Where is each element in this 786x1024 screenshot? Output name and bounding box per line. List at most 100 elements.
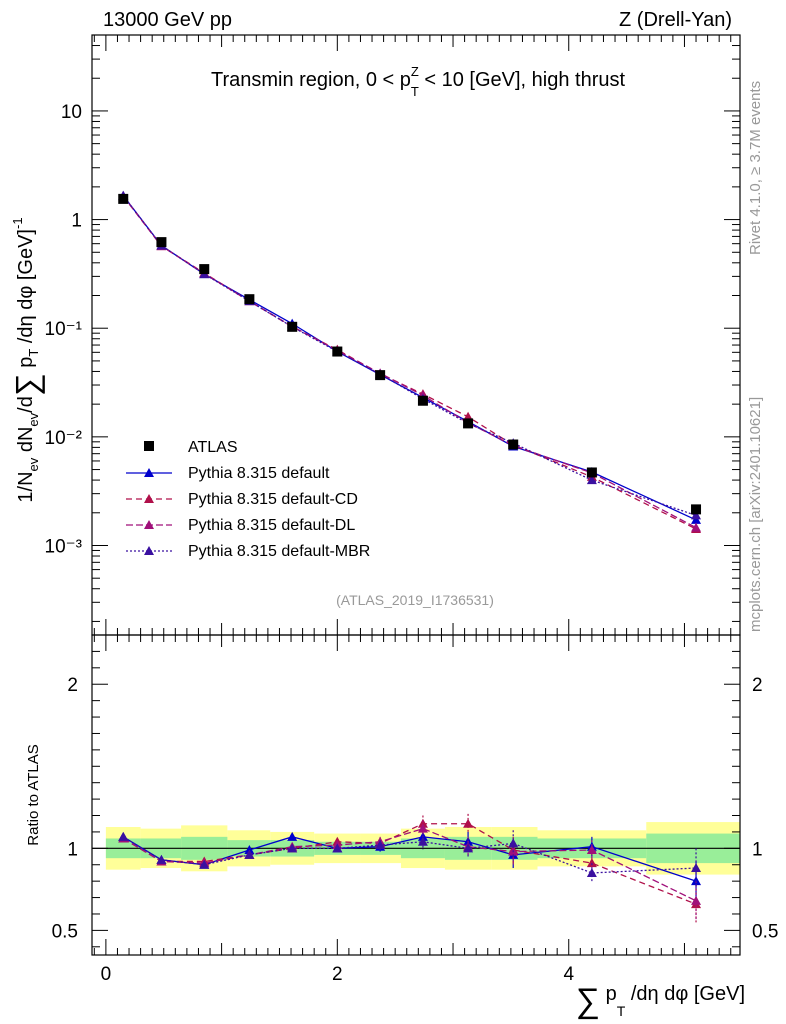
data-point (287, 321, 298, 332)
legend-label-3: Pythia 8.315 default-MBR (188, 543, 370, 560)
ratio-point-3 (118, 831, 129, 841)
ratio-plot-frame (91, 634, 741, 956)
legend-label-data: ATLAS (188, 439, 238, 456)
y-tick-label: 10 (61, 102, 82, 123)
main-plot-marks (118, 190, 702, 533)
ylabel-b-sub: ev (26, 412, 41, 426)
xlabel-sub: T (617, 1003, 626, 1019)
ratio-plot-ticks: 0 2 4 2 2 1 1 0.5 0.5 (52, 635, 778, 985)
ratio-point-3 (417, 836, 428, 846)
data-point (417, 395, 428, 406)
legend-marker-0 (144, 468, 154, 477)
mcplots-label: mcplots.cern.ch [arXiv:2401.10621] (747, 397, 764, 632)
ratio-point-2 (691, 895, 702, 905)
ratio-series-line-2 (122, 827, 697, 902)
title-rest: < 10 [GeV], high thrust (419, 69, 626, 91)
data-point (508, 439, 519, 450)
title-sup: Z (411, 64, 419, 79)
series-line-3 (122, 195, 697, 517)
ratio-point-3 (375, 840, 386, 850)
legend-label-0: Pythia 8.315 default (188, 465, 330, 482)
main-plot-ticks: 10 1 10⁻¹ 10⁻² 10⁻³ (45, 34, 740, 635)
x-tick-label: 0 (101, 964, 112, 985)
legend: ATLAS Pythia 8.315 default Pythia 8.315 de… (126, 439, 370, 560)
data-point (586, 467, 597, 478)
data-point (199, 264, 210, 275)
x-tick-label: 4 (563, 964, 574, 985)
legend-marker-3 (144, 546, 154, 555)
legend-marker-data (144, 441, 154, 451)
ratio-point-1 (586, 858, 597, 868)
ratio-series-line-3 (122, 836, 697, 874)
ratio-point-1 (463, 818, 474, 828)
y-axis-label: 1/Nev dNev/d∑ pT /dη dφ [GeV]-1 (9, 217, 45, 502)
ratio-tick-label-left: 1 (67, 839, 78, 860)
title-main: Transmin region, 0 < p (211, 69, 411, 91)
ratio-point-0 (287, 831, 298, 841)
x-axis-label: ∑ pT /dη dφ [GeV] (576, 982, 745, 1020)
data-point (332, 346, 343, 357)
series-point-3 (586, 475, 597, 485)
legend-label-1: Pythia 8.315 default-CD (188, 491, 358, 508)
xlabel-b: /dη dφ [GeV] (625, 983, 745, 1005)
y-tick-label: 1 (71, 211, 82, 232)
ratio-point-0 (417, 831, 428, 841)
ratio-point-3 (508, 838, 519, 848)
ylabel-sum: ∑ (9, 373, 45, 396)
ylabel-d-sub: T (26, 349, 41, 357)
data-point (691, 504, 702, 515)
ylabel-e-sup: -1 (10, 217, 25, 229)
x-tick-label: 2 (332, 964, 343, 985)
ylabel-c: /d (15, 396, 37, 413)
ratio-y-axis-label: Ratio to ATLAS (25, 744, 42, 845)
ratio-point-0 (244, 844, 255, 854)
ratio-point-3 (156, 854, 167, 864)
y-tick-label: 10⁻³ (45, 536, 83, 557)
data-point (375, 370, 386, 381)
ratio-point-2 (417, 823, 428, 833)
ratio-tick-label-right: 2 (752, 675, 763, 696)
ratio-point-3 (287, 843, 298, 853)
y-tick-label: 10⁻² (45, 428, 83, 449)
ratio-point-3 (332, 843, 343, 853)
analysis-label: (ATLAS_2019_I1736531) (336, 592, 494, 608)
data-point (463, 418, 474, 429)
title-sub: T (411, 84, 419, 99)
ylabel-b: dN (15, 427, 37, 458)
ratio-tick-label-left: 0.5 (52, 921, 78, 942)
header-right: Z (Drell-Yan) (619, 9, 732, 31)
series-point-2 (691, 522, 702, 532)
legend-label-2: Pythia 8.315 default-DL (188, 517, 355, 534)
ratio-point-3 (691, 863, 702, 873)
xlabel-a: p (600, 983, 617, 1005)
ratio-point-2 (586, 844, 597, 854)
ratio-point-3 (199, 859, 210, 869)
header-left: 13000 GeV pp (103, 9, 232, 31)
plot-title: Transmin region, 0 < pZ T < 10 [GeV], hig… (211, 64, 626, 99)
ratio-point-3 (463, 843, 474, 853)
data-point (244, 294, 255, 305)
series-point-3 (691, 510, 702, 520)
ratio-tick-label-right: 0.5 (752, 921, 778, 942)
ylabel-d: p (15, 357, 37, 374)
rivet-label: Rivet 4.1.0, ≥ 3.7M events (747, 81, 764, 255)
ratio-tick-label-left: 2 (67, 675, 78, 696)
ratio-plot-panel: 0 2 4 2 2 1 1 0.5 0.5 Ratio to ATLAS (25, 634, 778, 985)
ratio-point-3 (244, 849, 255, 859)
legend-marker-2 (144, 520, 154, 529)
y-tick-label: 10⁻¹ (45, 319, 83, 340)
ylabel-e: /dη dφ [GeV] (15, 229, 37, 349)
data-point (156, 237, 167, 248)
ylabel-a: 1/N (15, 471, 37, 502)
ylabel-a-sub: ev (26, 457, 41, 471)
ratio-plot-marks (92, 813, 740, 924)
xlabel-sum: ∑ (576, 982, 600, 1020)
ratio-series-line-1 (122, 823, 697, 905)
ratio-point-1 (417, 818, 428, 828)
ratio-tick-label-right: 1 (752, 839, 763, 860)
data-point (118, 193, 129, 204)
legend-marker-1 (144, 494, 154, 503)
ratio-point-3 (586, 867, 597, 877)
